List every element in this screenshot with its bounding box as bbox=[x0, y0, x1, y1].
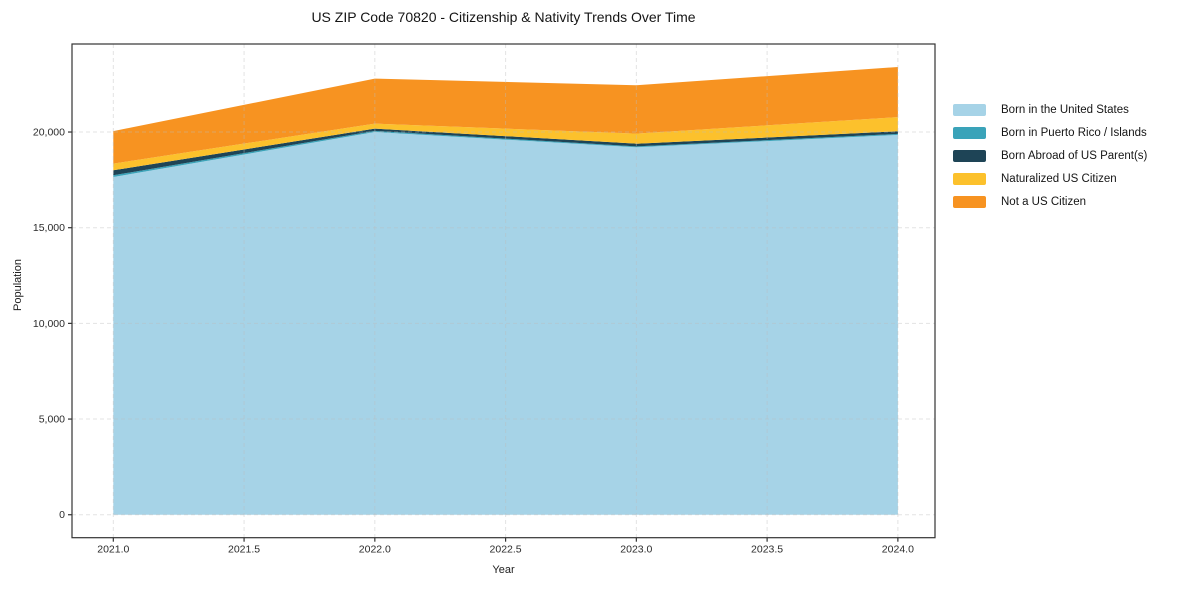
y-tick-label: 15,000 bbox=[33, 222, 65, 234]
y-tick-label: 5,000 bbox=[39, 414, 65, 426]
y-tick-label: 10,000 bbox=[33, 318, 65, 330]
chart-title: US ZIP Code 70820 - Citizenship & Nativi… bbox=[311, 9, 696, 25]
y-tick-label: 0 bbox=[59, 509, 65, 521]
legend-item: Naturalized US Citizen bbox=[953, 173, 1147, 185]
area-series-2 bbox=[113, 128, 898, 176]
legend-label: Naturalized US Citizen bbox=[1001, 173, 1117, 185]
legend-swatch bbox=[953, 173, 986, 185]
x-tick-label: 2022.0 bbox=[359, 544, 391, 556]
x-tick-label: 2023.0 bbox=[620, 544, 652, 556]
legend-swatch bbox=[953, 127, 986, 139]
x-tick-label: 2024.0 bbox=[882, 544, 914, 556]
y-axis-label: Population bbox=[12, 259, 24, 311]
x-tick-label: 2022.5 bbox=[490, 544, 522, 556]
area-series-0 bbox=[113, 132, 898, 515]
legend-item: Born in Puerto Rico / Islands bbox=[953, 127, 1147, 139]
axes-frame bbox=[71, 43, 936, 539]
legend-item: Born in the United States bbox=[953, 104, 1147, 116]
area-series-1 bbox=[113, 130, 898, 177]
x-tick-label: 2021.5 bbox=[228, 544, 260, 556]
legend-item: Born Abroad of US Parent(s) bbox=[953, 150, 1147, 162]
legend-label: Born Abroad of US Parent(s) bbox=[1001, 150, 1148, 162]
area-series-4 bbox=[113, 67, 898, 164]
legend-swatch bbox=[953, 196, 986, 208]
x-axis-label: Year bbox=[492, 564, 515, 576]
y-tick-label: 20,000 bbox=[33, 127, 65, 139]
legend-swatch bbox=[953, 104, 986, 116]
legend-label: Born in Puerto Rico / Islands bbox=[1001, 127, 1147, 139]
legend: Born in the United States Born in Puerto … bbox=[953, 104, 1147, 208]
legend-label: Not a US Citizen bbox=[1001, 196, 1087, 208]
legend-swatch bbox=[953, 150, 986, 162]
x-tick-label: 2023.5 bbox=[751, 544, 783, 556]
legend-item: Not a US Citizen bbox=[953, 196, 1147, 208]
x-tick-label: 2021.0 bbox=[97, 544, 129, 556]
legend-label: Born in the United States bbox=[1001, 104, 1129, 116]
area-series-3 bbox=[113, 117, 898, 171]
